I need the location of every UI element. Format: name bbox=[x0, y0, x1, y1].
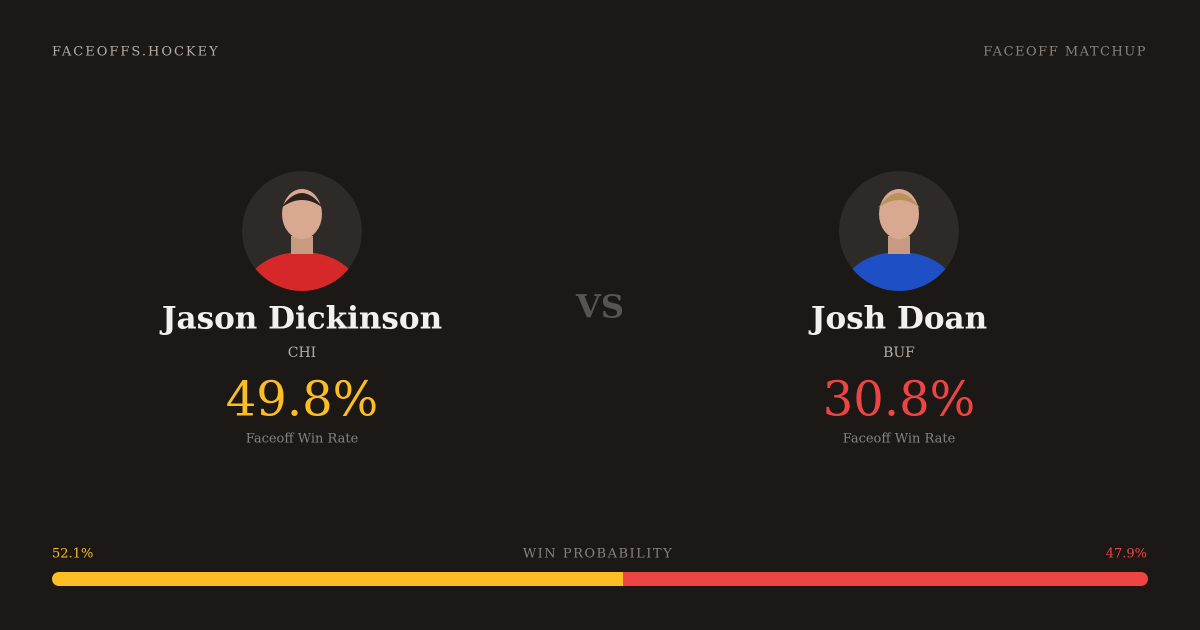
avatar bbox=[839, 171, 959, 291]
avatar-neck bbox=[291, 236, 313, 254]
probability-segment bbox=[623, 572, 1148, 586]
probability-segment bbox=[52, 572, 624, 586]
player-team: BUF bbox=[883, 345, 915, 361]
avatar-neck bbox=[888, 236, 910, 254]
avatar-hair bbox=[281, 193, 323, 208]
avatar-hair bbox=[878, 193, 920, 208]
site-name: FACEOFFS.HOCKEY bbox=[52, 45, 220, 60]
faceoff-rate-label: Faceoff Win Rate bbox=[246, 432, 359, 447]
versus: VS bbox=[575, 288, 624, 326]
player-team: CHI bbox=[288, 345, 316, 361]
player-name: Jason Dickinson bbox=[159, 301, 442, 337]
faceoff-rate-label: Faceoff Win Rate bbox=[843, 432, 956, 447]
probability-label: 52.1% bbox=[52, 547, 93, 562]
faceoff-rate: 49.8% bbox=[226, 372, 378, 428]
win-probability-bar bbox=[52, 572, 1148, 586]
player-name: Josh Doan bbox=[808, 301, 987, 337]
faceoff-rate: 30.8% bbox=[823, 372, 975, 428]
avatar bbox=[242, 171, 362, 291]
avatar-body bbox=[843, 252, 955, 291]
header-label: FACEOFF MATCHUP bbox=[983, 45, 1147, 60]
probability-label: 47.9% bbox=[1106, 547, 1147, 562]
win-probability-title: WIN PROBABILITY bbox=[523, 547, 673, 562]
avatar-body bbox=[246, 252, 358, 291]
